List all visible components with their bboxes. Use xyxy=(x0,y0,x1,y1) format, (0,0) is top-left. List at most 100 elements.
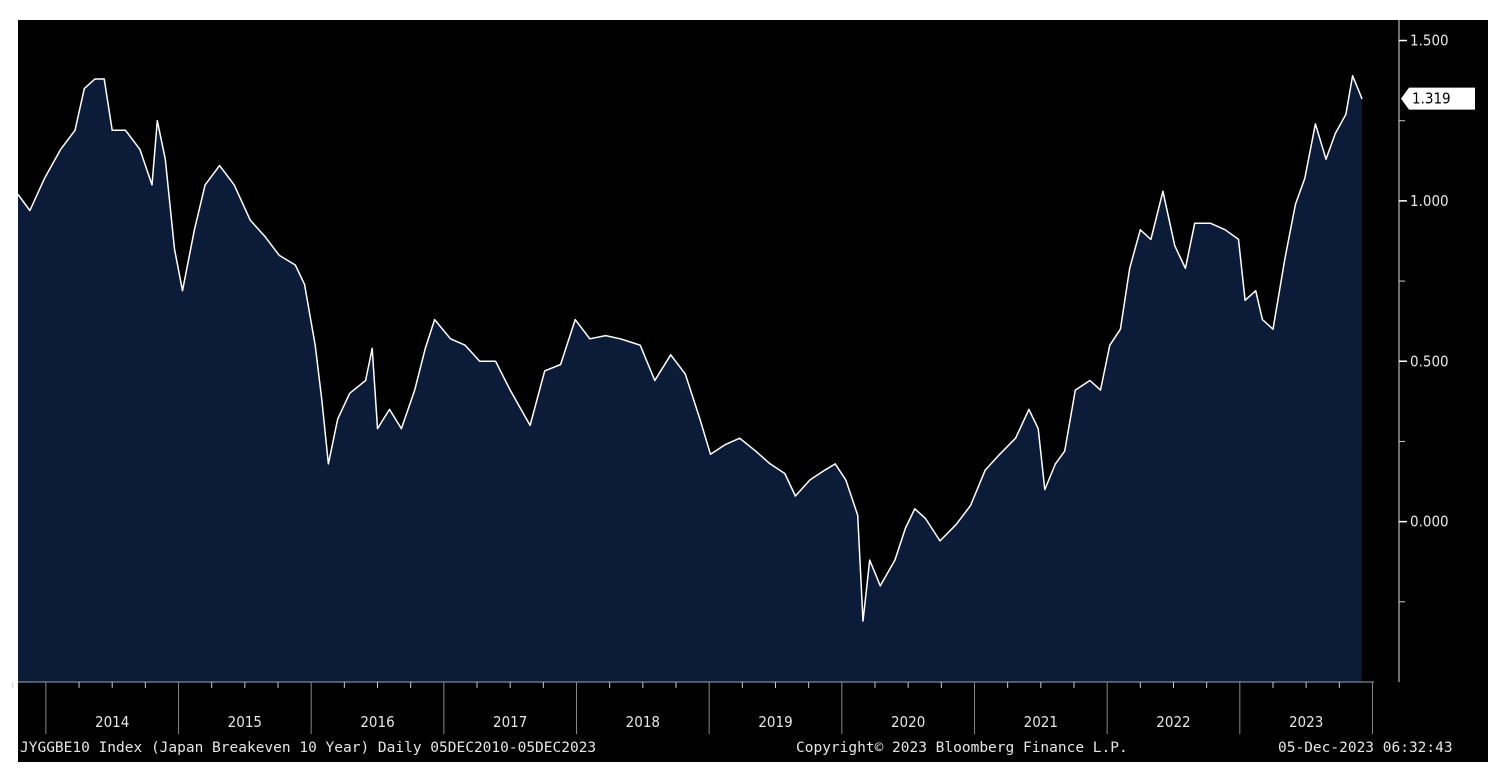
data-point xyxy=(784,472,786,475)
data-point xyxy=(103,78,105,80)
data-point xyxy=(111,129,113,131)
data-point xyxy=(894,559,896,561)
data-point xyxy=(654,379,656,382)
data-point xyxy=(1129,267,1131,269)
data-point xyxy=(414,389,416,391)
data-point xyxy=(494,360,497,362)
data-point xyxy=(1109,344,1111,346)
data-point xyxy=(1284,258,1286,260)
data-point xyxy=(1194,222,1196,224)
data-point xyxy=(278,254,280,257)
data-point xyxy=(424,347,426,350)
data-point xyxy=(181,290,184,292)
data-point xyxy=(1162,190,1164,192)
data-point xyxy=(1361,97,1363,100)
data-point xyxy=(83,88,85,90)
data-point xyxy=(1345,113,1347,115)
data-point xyxy=(1119,328,1122,330)
data-point xyxy=(670,354,672,356)
x-tick-label: 2020 xyxy=(891,713,925,731)
data-point xyxy=(754,450,757,452)
x-tick-label: 2017 xyxy=(493,713,527,731)
data-point xyxy=(1351,75,1354,77)
data-point xyxy=(249,219,251,221)
data-point xyxy=(857,514,859,516)
data-point xyxy=(364,379,367,382)
data-point xyxy=(1294,203,1297,205)
x-axis: 2014 2015 2016 2017 2018 2019 2020 2021 2022 2023 xyxy=(12,681,1374,734)
data-point xyxy=(529,424,531,427)
data-point xyxy=(464,344,466,346)
data-point xyxy=(193,229,196,231)
data-point xyxy=(371,347,373,350)
data-point xyxy=(1314,123,1317,125)
y-tick-label: 1.000 xyxy=(1410,192,1449,210)
data-point xyxy=(574,318,576,321)
data-point xyxy=(1139,229,1141,231)
last-value-tag: 1.319 xyxy=(1401,87,1475,110)
data-point xyxy=(264,235,266,237)
data-point xyxy=(1054,463,1057,465)
data-point xyxy=(1044,488,1046,491)
data-point xyxy=(1210,222,1212,224)
data-point xyxy=(904,527,907,529)
data-point xyxy=(1184,267,1187,269)
y-axis: 1.500 1.000 0.500 0.000 xyxy=(1398,20,1449,682)
data-point xyxy=(17,193,19,196)
data-point xyxy=(769,463,771,465)
data-point xyxy=(1150,238,1152,240)
series-line xyxy=(17,75,1363,622)
data-point xyxy=(1099,389,1102,391)
data-point xyxy=(1015,437,1017,439)
data-point xyxy=(639,344,641,346)
data-point xyxy=(337,418,339,420)
data-point xyxy=(294,264,296,266)
data-point xyxy=(1261,318,1263,321)
series-area-fill xyxy=(18,75,1362,683)
data-point xyxy=(1255,290,1257,292)
last-value-tag-shape xyxy=(1401,87,1475,110)
data-point xyxy=(619,338,621,340)
data-point xyxy=(1334,132,1336,135)
data-point xyxy=(1037,428,1039,430)
data-point xyxy=(173,248,176,250)
data-point xyxy=(1089,379,1091,382)
data-point xyxy=(1272,328,1274,330)
x-tick-label: 2014 xyxy=(95,713,129,731)
data-point xyxy=(724,444,726,446)
data-point xyxy=(59,148,62,151)
data-point xyxy=(233,184,235,186)
data-point xyxy=(823,469,826,471)
data-point xyxy=(29,209,31,212)
data-point xyxy=(969,504,972,507)
data-point xyxy=(1325,158,1327,160)
data-point xyxy=(939,540,941,542)
data-point xyxy=(349,392,351,394)
data-point xyxy=(924,517,927,520)
x-tick-label: 2019 xyxy=(758,713,792,731)
data-point xyxy=(739,437,741,439)
data-point xyxy=(43,177,46,180)
y-tick-label: 0.500 xyxy=(1410,352,1449,370)
data-point xyxy=(1074,389,1076,391)
data-point xyxy=(479,360,481,362)
data-point xyxy=(94,78,96,80)
data-point xyxy=(684,373,686,375)
data-point xyxy=(544,370,546,372)
data-point xyxy=(809,479,811,481)
data-point xyxy=(869,559,871,561)
x-tick-label: 2015 xyxy=(228,713,262,731)
data-point xyxy=(1028,408,1030,410)
data-point xyxy=(1224,229,1226,231)
data-point xyxy=(914,508,916,510)
footer-index-description: JYGGBE10 Index (Japan Breakeven 10 Year)… xyxy=(20,740,596,756)
data-point xyxy=(156,120,158,122)
data-point xyxy=(449,338,452,340)
data-point xyxy=(327,463,330,465)
y-tick-label: 0.000 xyxy=(1410,513,1449,531)
x-tick-label: 2021 xyxy=(1024,713,1058,731)
data-point xyxy=(559,363,562,366)
data-point xyxy=(984,469,986,471)
data-point xyxy=(845,479,847,481)
